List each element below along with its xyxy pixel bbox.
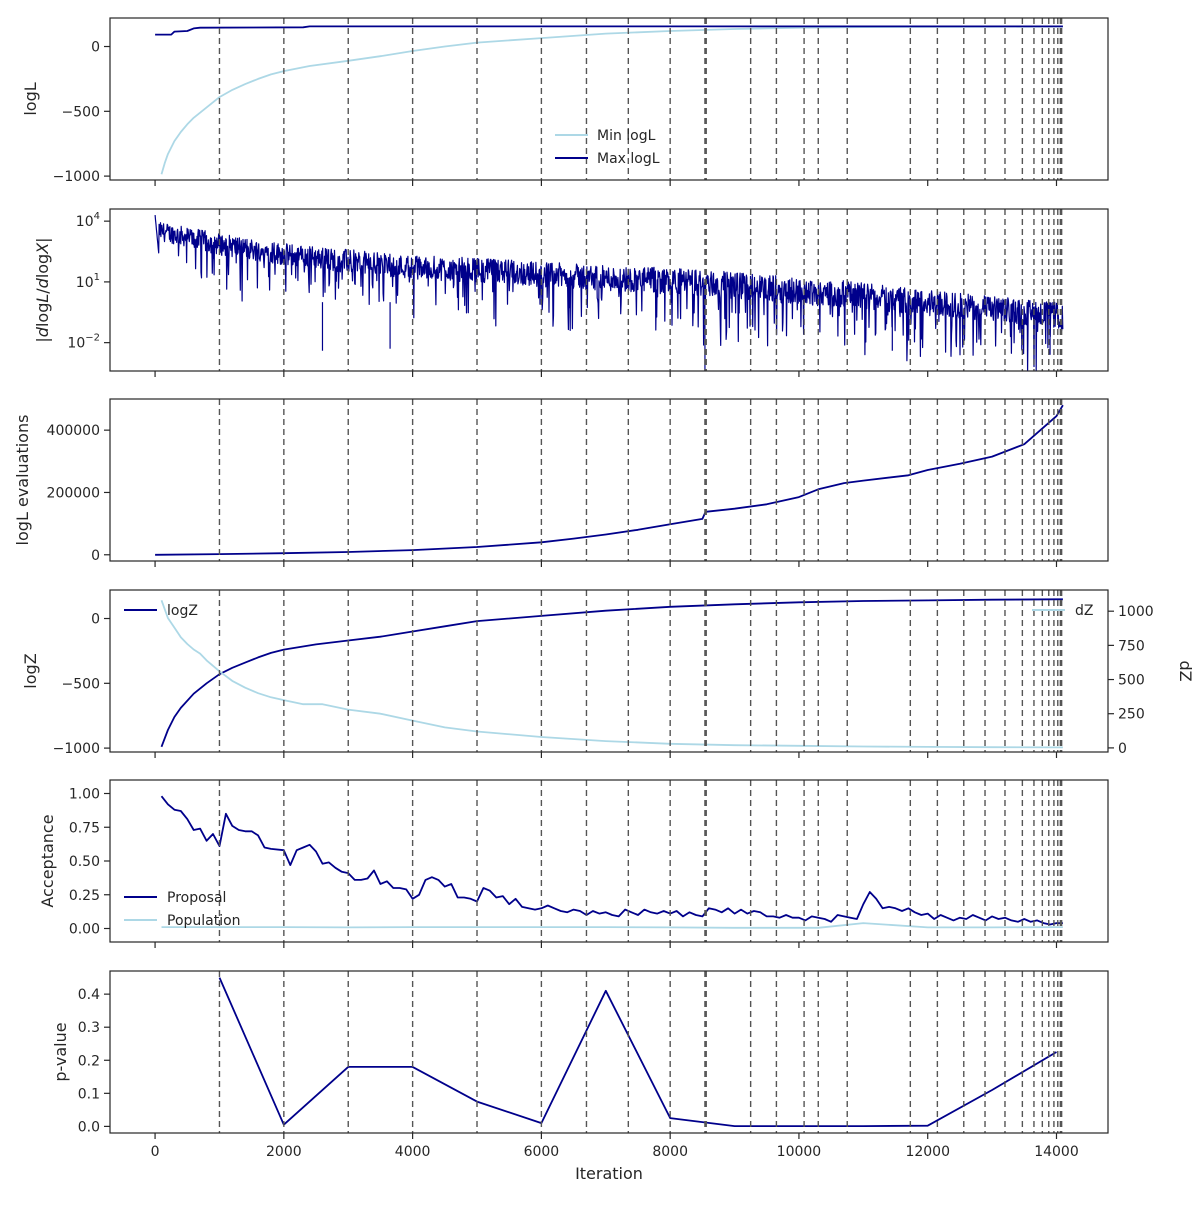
x-tick-label: 2000: [266, 1144, 302, 1160]
legend-label: Population: [167, 913, 241, 929]
population-series-line: [161, 922, 1063, 929]
legend-label: Min logL: [597, 128, 656, 144]
y-tick-label: −1000: [53, 741, 100, 757]
y-right-tick-label: 1000: [1118, 604, 1154, 620]
panel-evaluations: 0 200000 400000 logL evaluations: [13, 398, 1109, 567]
panel-logL: −1000 −500 0 logL Min logL Max logL: [21, 17, 1109, 186]
panel-frame: [109, 589, 1109, 753]
x-tick-label: 10000: [777, 1144, 822, 1160]
plot-area: [160, 780, 1063, 942]
y-axis-label: p-value: [51, 1022, 70, 1081]
y-tick-label: 400000: [47, 423, 100, 439]
y-right-axis-label: dZ: [1176, 660, 1195, 681]
y-tick-label: 0.3: [78, 1020, 100, 1036]
max-logl-series-line: [155, 25, 1063, 36]
y-tick-label: −1000: [53, 169, 100, 185]
y-tick-label: 0.4: [78, 987, 100, 1003]
y-axis-label: logL evaluations: [13, 415, 32, 546]
y-tick-label: 200000: [47, 485, 100, 501]
x-tick-label: 12000: [905, 1144, 950, 1160]
y-axis-label: Acceptance: [38, 814, 57, 907]
panel-frame: [109, 208, 1109, 372]
legend: Min logL Max logL: [555, 128, 660, 167]
y-tick-label: 0.0: [78, 1119, 100, 1135]
panel-evidence: −1000 −500 0 0 250 500 750 1000 dZ logZ logZ dZ: [21, 589, 1195, 758]
y-tick-label: 104: [76, 211, 100, 230]
legend: logZ dZ: [124, 603, 1093, 619]
evaluations-series-line: [155, 404, 1064, 556]
plot-area: [155, 18, 1063, 180]
panel-frame: [109, 17, 1109, 181]
y-tick-label: 0.00: [69, 922, 100, 938]
panel-frame: [109, 398, 1109, 562]
x-tick-label: 14000: [1034, 1144, 1079, 1160]
y-tick-label: 0.1: [78, 1086, 100, 1102]
x-axis-label: Iteration: [575, 1164, 643, 1183]
legend-label: Proposal: [167, 890, 226, 906]
y-axis-label: |dlogL/dlogX|: [33, 237, 52, 342]
p-value-series-line: [218, 977, 1057, 1127]
y-tick-label: 0.75: [69, 820, 100, 836]
y-axis-label: logZ: [21, 653, 40, 688]
legend-label: Max logL: [597, 151, 660, 167]
panel-acceptance: 0.00 0.25 0.50 0.75 1.00 Acceptance Proposal Po…: [38, 779, 1109, 948]
y-right-tick-label: 500: [1118, 673, 1145, 689]
x-tick-label: 0: [151, 1144, 160, 1160]
y-tick-label: 0: [91, 40, 100, 56]
legend: Proposal Population: [124, 890, 241, 929]
y-right-tick-label: 0: [1118, 741, 1127, 757]
panel-gradient: 10−2 101 104 |dlogL/dlogX|: [33, 208, 1109, 377]
panel-p-value: 0.0 0.1 0.2 0.3 0.4 0 2000 4000 6000 8000 10000 120…: [51, 970, 1109, 1160]
min-logl-series-line: [160, 25, 1063, 175]
y-right-tick-label: 750: [1118, 638, 1145, 654]
gradient-series-line: [154, 215, 1064, 371]
x-tick-label: 4000: [395, 1144, 431, 1160]
y-tick-label: 0.50: [69, 854, 100, 870]
dz-series-line: [160, 599, 1063, 749]
legend-label: dZ: [1075, 603, 1093, 619]
plot-area: [218, 971, 1063, 1133]
y-tick-label: 101: [76, 272, 100, 291]
y-tick-label: 0: [91, 612, 100, 628]
x-tick-label: 8000: [652, 1144, 688, 1160]
plot-area: [154, 209, 1064, 371]
y-tick-label: 0.2: [78, 1053, 100, 1069]
y-tick-label: 1.00: [69, 787, 100, 803]
y-axis-label: logL: [21, 82, 40, 115]
panel-frame: [109, 970, 1109, 1134]
logz-series-line: [160, 598, 1063, 748]
y-right-tick-label: 250: [1118, 707, 1145, 723]
y-tick-label: −500: [62, 676, 100, 692]
x-tick-label: 6000: [524, 1144, 560, 1160]
plot-area: [155, 399, 1064, 561]
y-tick-label: 0.25: [69, 888, 100, 904]
y-tick-label: 0: [91, 548, 100, 564]
legend-label: logZ: [167, 603, 198, 619]
y-tick-label: −500: [62, 104, 100, 120]
plot-area: [160, 590, 1063, 752]
y-tick-label: 10−2: [67, 333, 100, 352]
proposal-series-line: [160, 795, 1063, 926]
